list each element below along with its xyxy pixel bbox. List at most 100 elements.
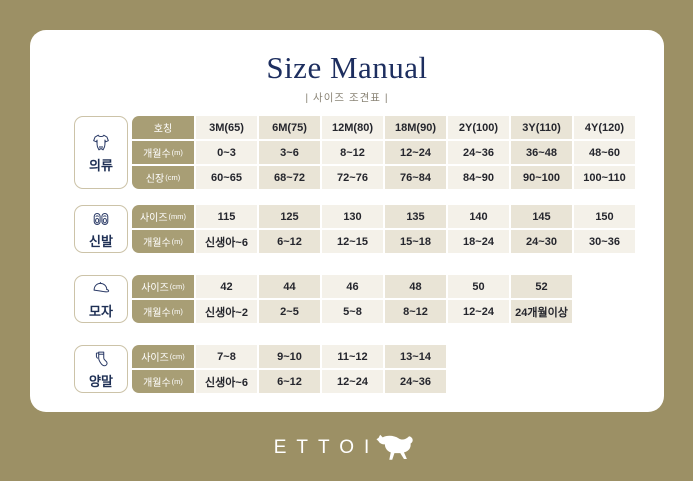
- size-cell: 44: [259, 275, 320, 298]
- size-cell: 12~15: [322, 230, 383, 253]
- row-header-unit: (mm): [168, 212, 187, 221]
- row-header: 호칭: [132, 116, 194, 139]
- row-header: 사이즈 (mm): [132, 205, 194, 228]
- size-table-모자: 모자 사이즈 (cm) 42 44 46 48 50 52 개월수 (m) 신생아~2 2~5 5~8 8~…: [74, 275, 635, 323]
- size-grid: 호칭 3M(65) 6M(75) 12M(80) 18M(90) 2Y(100) 3Y(11…: [132, 116, 635, 189]
- category-box: 신발: [74, 205, 128, 253]
- size-cell: 신생아~2: [196, 300, 257, 323]
- row-header-label: 개월수: [143, 238, 171, 249]
- size-chart-card: Size Manual | 사이즈 조견표 | 의류 호칭 3M(65) 6M(75)…: [30, 30, 664, 412]
- size-cell: 140: [448, 205, 509, 228]
- row-header-label: 사이즈: [141, 353, 169, 364]
- size-cell: 신생아~6: [196, 370, 257, 393]
- category-box: 양말: [74, 345, 128, 393]
- brand-logo: ETTOI: [0, 433, 693, 463]
- size-cell: 2Y(100): [448, 116, 509, 139]
- size-cell: 48~60: [574, 141, 635, 164]
- row-header-label: 사이즈: [139, 213, 168, 224]
- row-header-label: 호칭: [153, 124, 173, 135]
- category-box: 모자: [74, 275, 128, 323]
- size-cell: 신생아~6: [196, 230, 257, 253]
- size-grid: 사이즈 (cm) 7~8 9~10 11~12 13~14 개월수 (m) 신생아~6 6~12 1…: [132, 345, 446, 393]
- size-cell: 90~100: [511, 166, 572, 189]
- brand-logo-text: ETTOI: [273, 437, 380, 458]
- onesie-icon: [90, 132, 112, 154]
- row-header-unit: (m): [171, 148, 183, 157]
- size-grid: 사이즈 (cm) 42 44 46 48 50 52 개월수 (m) 신생아~2 2~5 5~8 8~12…: [132, 275, 572, 323]
- size-cell: 115: [196, 205, 257, 228]
- size-cell: 72~76: [322, 166, 383, 189]
- size-grid: 사이즈 (mm) 115 125 130 135 140 145 150 개월수 (m) 신생아~6 6…: [132, 205, 635, 253]
- row-header-label: 개월수: [143, 308, 171, 319]
- row-header: 개월수 (m): [132, 141, 194, 164]
- row-header: 개월수 (m): [132, 370, 194, 393]
- size-cell: 13~14: [385, 345, 446, 368]
- category-label: 의류: [89, 157, 113, 173]
- size-cell: 48: [385, 275, 446, 298]
- size-cell: 100~110: [574, 166, 635, 189]
- size-cell: 125: [259, 205, 320, 228]
- size-cell: 12~24: [322, 370, 383, 393]
- row-header-label: 개월수: [143, 149, 171, 160]
- size-cell: 9~10: [259, 345, 320, 368]
- shoes-icon: [90, 208, 112, 230]
- row-header-unit: (m): [171, 307, 183, 316]
- size-cell: 6~12: [259, 230, 320, 253]
- size-cell: 42: [196, 275, 257, 298]
- row-header-unit: (m): [171, 237, 183, 246]
- size-cell: 4Y(120): [574, 116, 635, 139]
- row-header-unit: (cm): [165, 173, 181, 182]
- page-subtitle: | 사이즈 조견표 |: [305, 92, 389, 104]
- size-cell: 84~90: [448, 166, 509, 189]
- size-cell: 50: [448, 275, 509, 298]
- row-header: 신장 (cm): [132, 166, 194, 189]
- category-label: 모자: [89, 304, 113, 319]
- row-header-label: 사이즈: [141, 283, 169, 294]
- row-header-label: 신장: [145, 174, 165, 185]
- size-cell: 18M(90): [385, 116, 446, 139]
- category-label: 신발: [89, 234, 113, 249]
- category-label: 양말: [89, 374, 113, 389]
- row-header: 사이즈 (cm): [132, 345, 194, 368]
- size-table-의류: 의류 호칭 3M(65) 6M(75) 12M(80) 18M(90) 2Y(100) 3Y(…: [74, 116, 635, 189]
- size-cell: 12~24: [448, 300, 509, 323]
- size-cell: 12~24: [385, 141, 446, 164]
- size-cell: 30~36: [574, 230, 635, 253]
- size-cell: 24~36: [385, 370, 446, 393]
- size-cell: 36~48: [511, 141, 572, 164]
- row-header-unit: (cm): [169, 352, 185, 361]
- size-cell: 130: [322, 205, 383, 228]
- row-header-label: 개월수: [143, 378, 171, 389]
- size-cell: 18~24: [448, 230, 509, 253]
- row-header-unit: (cm): [169, 282, 185, 291]
- size-cell: 11~12: [322, 345, 383, 368]
- size-cell: 6~12: [259, 370, 320, 393]
- row-header: 개월수 (m): [132, 230, 194, 253]
- page-title: Size Manual: [266, 50, 428, 85]
- sock-icon: [90, 348, 112, 370]
- size-cell: 6M(75): [259, 116, 320, 139]
- size-cell: 135: [385, 205, 446, 228]
- size-table-신발: 신발 사이즈 (mm) 115 125 130 135 140 145 150 개월수 (m) 신생아~…: [74, 205, 635, 253]
- size-cell: 24~36: [448, 141, 509, 164]
- size-cell: 60~65: [196, 166, 257, 189]
- size-cell: 46: [322, 275, 383, 298]
- size-cell: 76~84: [385, 166, 446, 189]
- category-box: 의류: [74, 116, 128, 189]
- size-table-양말: 양말 사이즈 (cm) 7~8 9~10 11~12 13~14 개월수 (m) 신생아~6 6~1…: [74, 345, 635, 393]
- size-cell: 3~6: [259, 141, 320, 164]
- size-cell: 150: [574, 205, 635, 228]
- size-cell: 3Y(110): [511, 116, 572, 139]
- size-cell: 12M(80): [322, 116, 383, 139]
- row-header: 사이즈 (cm): [132, 275, 194, 298]
- size-cell: 2~5: [259, 300, 320, 323]
- row-header: 개월수 (m): [132, 300, 194, 323]
- size-cell: 68~72: [259, 166, 320, 189]
- horse-icon: [375, 433, 419, 463]
- size-cell: 8~12: [385, 300, 446, 323]
- size-cell: 3M(65): [196, 116, 257, 139]
- size-cell: 24개월이상: [511, 300, 572, 323]
- row-header-unit: (m): [171, 377, 183, 386]
- size-cell: 0~3: [196, 141, 257, 164]
- size-cell: 8~12: [322, 141, 383, 164]
